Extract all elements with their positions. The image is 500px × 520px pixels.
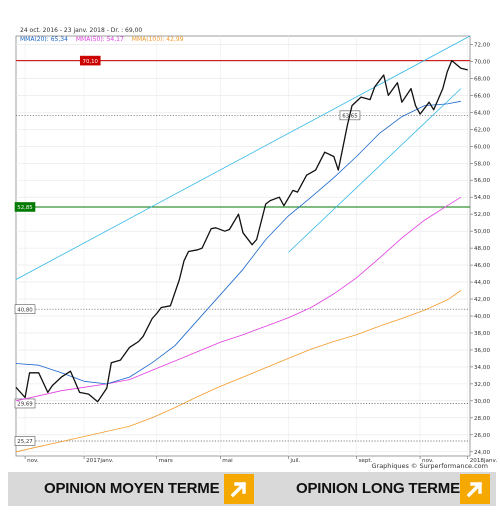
y-tick-label: 44,00 <box>474 280 490 286</box>
y-tick-label: 28,00 <box>474 416 490 422</box>
stock-chart: 24 oct. 2016 - 23 janv. 2018 - Dr. : 69,… <box>14 27 498 470</box>
chart-credit: Graphiques © Surperformance.com <box>371 462 488 470</box>
level-badge <box>79 55 101 66</box>
opinion-bar: OPINION MOYEN TERME OPINION LONG TERME <box>8 472 496 506</box>
y-tick-label: 24,00 <box>474 450 490 456</box>
level-label: 40,80 <box>17 307 33 313</box>
opinion-long-term: OPINION LONG TERME <box>296 480 460 497</box>
level-label: 70,10 <box>83 59 99 65</box>
x-tick-label: nov. <box>27 458 39 464</box>
y-tick-label: 52,00 <box>474 212 490 218</box>
trendline-upper-channel <box>15 35 471 280</box>
plot-frame <box>15 35 471 457</box>
x-axis: nov. 2017janv. mars mai juil. sept. nov. 2018ja… <box>24 456 498 464</box>
opinion-long-arrow <box>460 474 490 504</box>
level-label: 29,69 <box>17 402 33 408</box>
y-tick-label: 70,00 <box>474 59 490 65</box>
y-tick-label: 68,00 <box>474 76 490 82</box>
level-badge <box>14 304 36 315</box>
y-tick-label: 26,00 <box>474 433 490 439</box>
series-line-ma50 <box>15 196 462 402</box>
y-tick-label: 34,00 <box>474 365 490 371</box>
series-line-ma20 <box>15 100 461 385</box>
y-tick-label: 30,00 <box>474 399 490 405</box>
x-tick-label: mai <box>222 458 233 464</box>
x-tick-label: nov. <box>422 458 434 464</box>
level-badge <box>14 436 36 446</box>
y-tick-label: 54,00 <box>474 195 490 201</box>
chart-series <box>15 35 471 453</box>
x-tick-label: sept. <box>359 458 373 464</box>
y-tick-label: 42,00 <box>474 297 490 303</box>
y-tick-label: 46,00 <box>474 263 490 269</box>
y-tick-label: 56,00 <box>474 178 490 184</box>
y-tick-label: 60,00 <box>474 144 490 150</box>
level-label: 52,85 <box>17 205 32 211</box>
y-tick-label: 36,00 <box>474 348 490 354</box>
y-tick-label: 50,00 <box>474 229 490 235</box>
arrow-up-right-icon <box>230 481 247 498</box>
y-tick-label: 62,00 <box>474 127 490 133</box>
y-axis: 24,00 26,00 28,00 30,00 32,00 34,00 36,00 38,00… <box>470 42 490 456</box>
x-tick-label: juil. <box>289 458 300 464</box>
ma50-legend: MMA(50): 54,17 <box>76 36 124 43</box>
trendline-lower-channel <box>288 88 462 253</box>
ma100-legend: MMA(100): 42,99 <box>132 36 184 43</box>
opinion-medium-arrow <box>224 474 254 504</box>
arrow-up-right-icon <box>466 481 483 498</box>
level-badge <box>14 202 36 212</box>
series-line-price <box>15 59 468 403</box>
x-tick-label: 2018janv. <box>470 458 498 464</box>
y-tick-label: 38,00 <box>474 331 490 337</box>
y-tick-label: 72,00 <box>474 42 490 48</box>
y-tick-label: 48,00 <box>474 246 490 252</box>
date-range: 24 oct. 2016 - 23 janv. 2018 - Dr. : 69,… <box>20 27 142 34</box>
x-tick-label: mars <box>159 458 173 464</box>
y-tick-label: 40,00 <box>474 314 490 320</box>
y-tick-label: 64,00 <box>474 110 490 116</box>
opinion-medium-term: OPINION MOYEN TERME <box>44 480 220 497</box>
y-tick-label: 58,00 <box>474 161 490 167</box>
y-tick-label: 32,00 <box>474 382 490 388</box>
level-label: 25,27 <box>17 439 32 445</box>
ma20-legend: MMA(20): 65,34 <box>20 36 68 43</box>
y-tick-label: 66,00 <box>474 93 490 99</box>
series-line-ma100 <box>15 290 462 453</box>
x-tick-label: 2017janv. <box>86 458 114 464</box>
